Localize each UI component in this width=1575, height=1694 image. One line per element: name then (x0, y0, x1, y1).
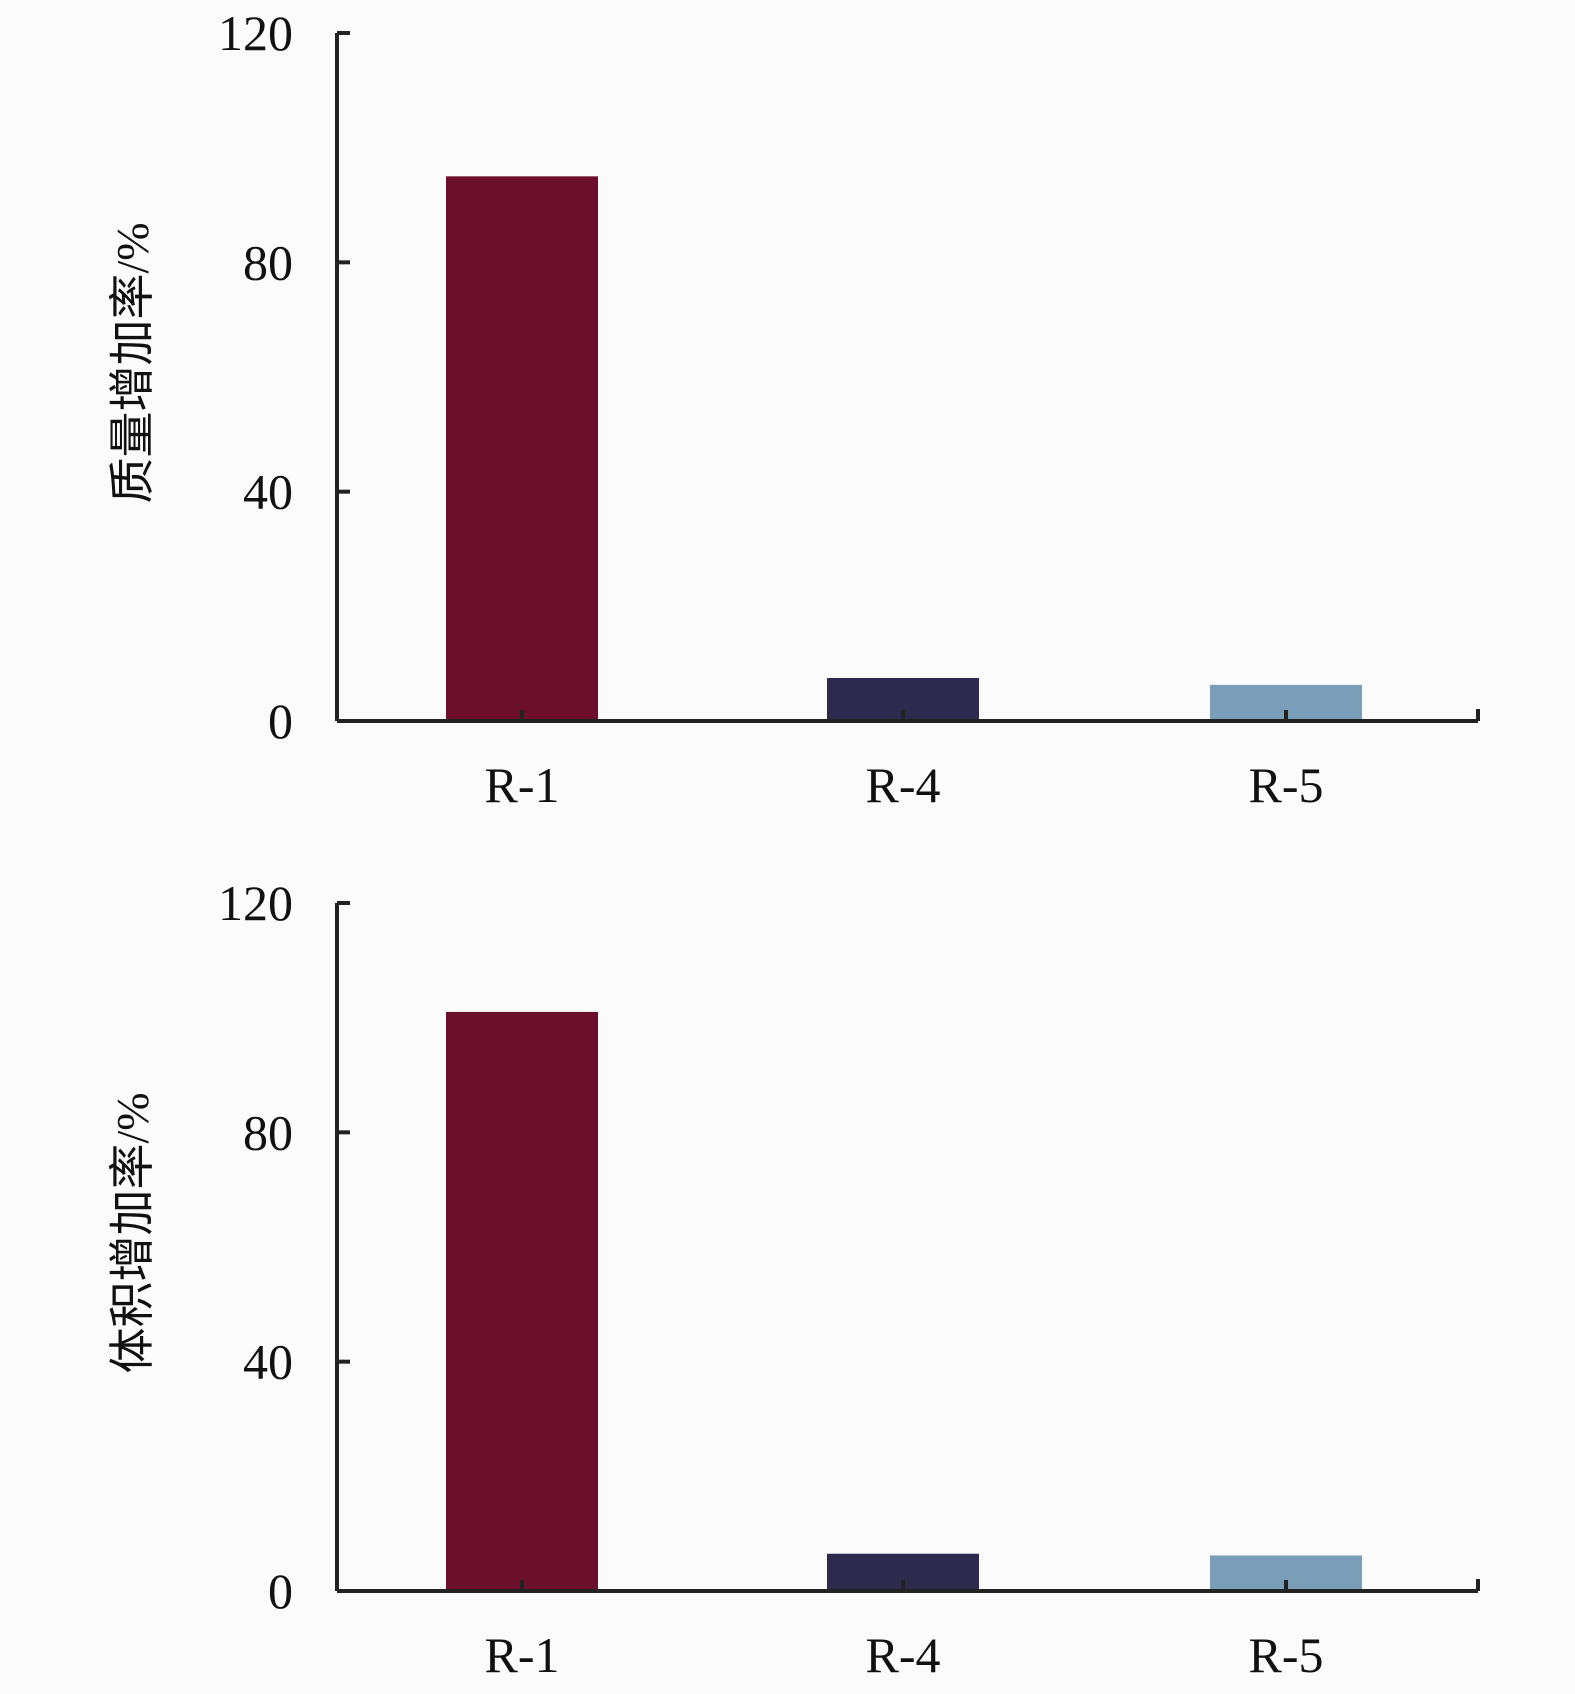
y-tick-label: 0 (268, 1563, 293, 1619)
x-category-label: R-4 (866, 1627, 941, 1683)
bar-r-1 (446, 1011, 598, 1591)
x-category-label: R-1 (485, 1627, 560, 1683)
y-axis-ticks: 0 40 80 120 (218, 875, 350, 1619)
y-axis-title: 体积增加率/% (107, 1092, 158, 1373)
mass-increase-chart: 质量增加率/% 0 40 80 120 R-1 R-4 R-5 (107, 5, 1480, 813)
x-category-label: R-5 (1249, 757, 1324, 813)
x-category-label: R-4 (866, 757, 941, 813)
y-axis-title: 质量增加率/% (107, 222, 158, 503)
y-tick-label: 80 (243, 234, 293, 290)
x-axis-categories: R-1 R-4 R-5 (485, 1579, 1480, 1683)
volume-increase-chart: 体积增加率/% 0 40 80 120 R-1 R-4 R-5 (107, 875, 1480, 1683)
y-tick-label: 80 (243, 1104, 293, 1160)
bars (446, 176, 1362, 722)
y-tick-label: 40 (243, 1334, 293, 1390)
x-category-label: R-1 (485, 757, 560, 813)
x-axis-categories: R-1 R-4 R-5 (485, 709, 1480, 813)
bar-r-1 (446, 176, 598, 722)
y-tick-label: 0 (268, 693, 293, 749)
x-category-label: R-5 (1249, 1627, 1324, 1683)
y-tick-label: 120 (218, 875, 293, 931)
bars (446, 1011, 1362, 1591)
y-axis-ticks: 0 40 80 120 (218, 5, 350, 749)
y-tick-label: 40 (243, 464, 293, 520)
y-tick-label: 120 (218, 5, 293, 61)
